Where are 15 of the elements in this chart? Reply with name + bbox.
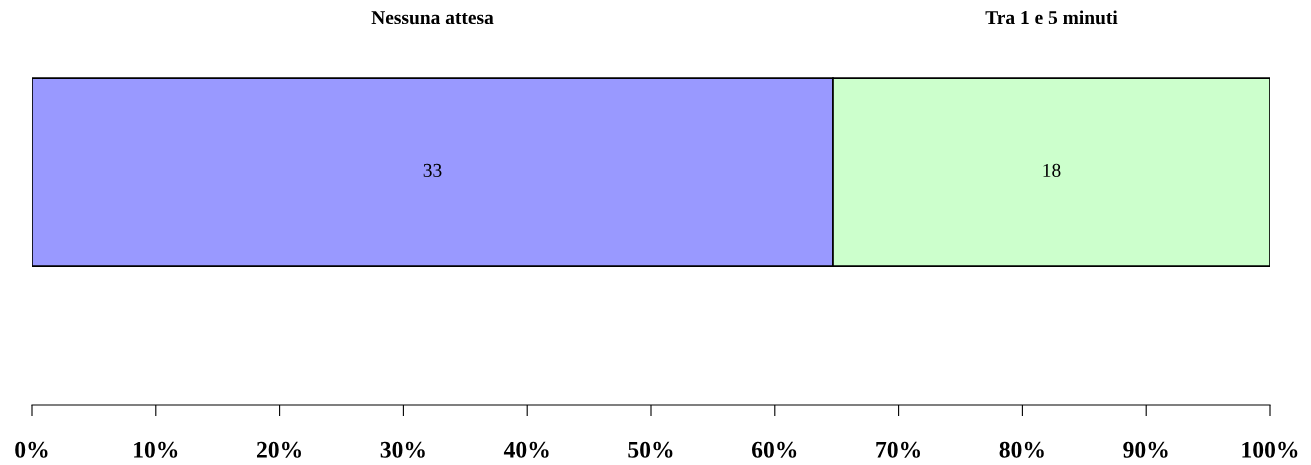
x-tick-label: 90% — [1123, 441, 1168, 458]
annotation: 18 — [1043, 163, 1061, 177]
text: Nessuna attesa — [371, 11, 494, 25]
x-tick-label: 100% — [1242, 441, 1298, 458]
text: Tra 1 e 5 minuti — [985, 10, 1118, 25]
x-tick-label: 70% — [876, 441, 920, 458]
x-tick-label: 40% — [503, 441, 549, 458]
x-tick-label: 50% — [628, 441, 673, 458]
x-tick-label: 20% — [256, 441, 301, 458]
x-tick-label: 10% — [134, 441, 178, 458]
x-tick-label: 80% — [999, 441, 1044, 458]
x-tick-label: 60% — [752, 441, 797, 458]
x-tick-label: 0% — [15, 441, 48, 458]
x-tick-label: 30% — [380, 441, 425, 458]
annotation: 33 — [423, 163, 442, 177]
